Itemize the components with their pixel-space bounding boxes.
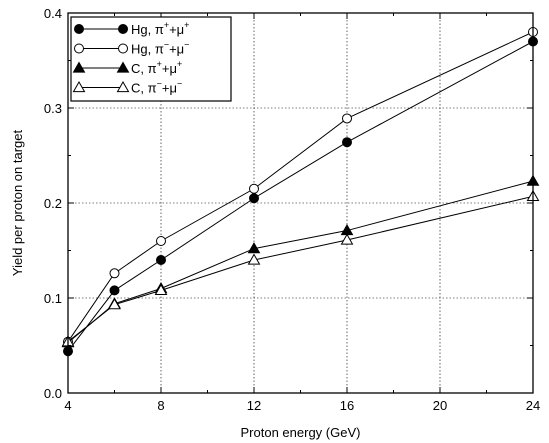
series-line	[67, 180, 534, 344]
data-point-circle	[109, 268, 120, 279]
data-point-circle	[342, 137, 352, 148]
data-point-circle	[249, 183, 259, 194]
legend-entry: Hg, π−+μ−	[74, 40, 189, 57]
data-point-triangle	[116, 61, 130, 73]
y-tick-label: 0.4	[44, 6, 62, 21]
legend-entry: Hg, π++μ+	[74, 20, 189, 37]
series-4	[61, 189, 540, 347]
x-tick-label: 24	[526, 398, 540, 413]
legend: Hg, π++μ+ Hg, π−+μ− C, π++μ+ C, π−+μ−	[70, 16, 232, 102]
data-point-triangle	[247, 253, 261, 265]
data-point-circle	[109, 285, 120, 296]
legend-label: C, π++μ+	[131, 59, 182, 76]
data-point-triangle	[340, 233, 354, 245]
series-3	[61, 174, 540, 348]
data-point-circle	[118, 24, 128, 34]
y-tick-label: 0.3	[44, 101, 62, 116]
legend-entry: C, π−+μ−	[72, 79, 182, 96]
data-point-circle	[342, 113, 352, 124]
data-point-triangle	[108, 298, 121, 310]
series-layer	[61, 27, 540, 357]
y-tick-label: 0.2	[44, 196, 62, 211]
data-point-triangle	[72, 61, 86, 73]
series-line	[67, 195, 534, 343]
data-point-triangle	[116, 80, 130, 93]
x-tick-label: 8	[157, 398, 164, 413]
x-tick-label: 20	[433, 398, 447, 413]
x-tick-label: 12	[247, 398, 261, 413]
legend-entry: C, π++μ+	[72, 59, 182, 76]
data-point-triangle	[72, 80, 86, 93]
data-point-circle	[249, 193, 259, 204]
x-tick-label: 16	[340, 398, 354, 413]
data-point-circle	[156, 255, 166, 265]
data-point-circle	[74, 43, 84, 54]
legend-label: Hg, π++μ+	[131, 20, 189, 37]
ticks-layer: 4 8 12 16 20 24 0.0 0.1 0.2 0.3 0.4	[44, 6, 540, 413]
series-1	[63, 36, 538, 357]
x-tick-label: 4	[64, 398, 71, 413]
data-point-triangle	[247, 242, 261, 254]
y-tick-label: 0.1	[44, 291, 62, 306]
series-line	[67, 31, 534, 342]
y-axis-label: Yield per proton on target	[10, 130, 25, 277]
data-point-circle	[118, 43, 128, 54]
data-point-circle	[74, 24, 84, 34]
series-line	[67, 41, 534, 352]
data-point-triangle	[154, 283, 168, 296]
data-point-circle	[156, 236, 166, 246]
x-axis-label: Proton energy (GeV)	[241, 425, 361, 440]
legend-label: Hg, π−+μ−	[131, 40, 189, 57]
legend-label: C, π−+μ−	[131, 79, 182, 96]
y-tick-label: 0.0	[44, 386, 62, 401]
